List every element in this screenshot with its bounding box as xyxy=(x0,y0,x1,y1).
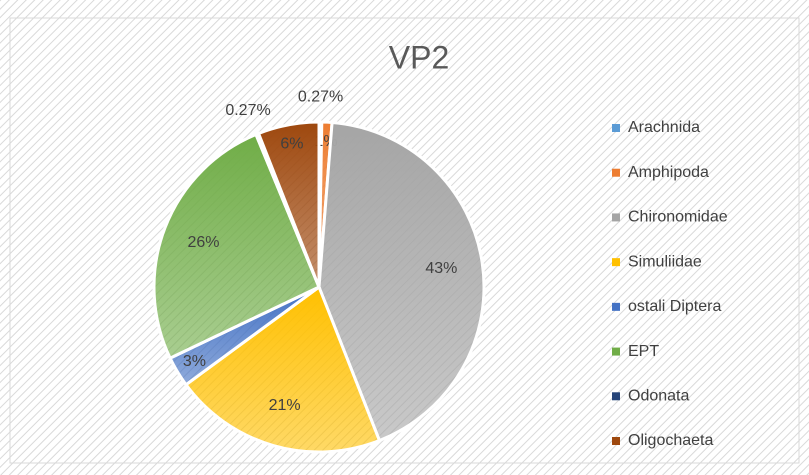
legend-label: Chironomidae xyxy=(628,209,728,226)
legend-marker xyxy=(612,392,620,401)
legend-marker xyxy=(612,168,620,177)
legend: Arachnida Amphipoda Chironomidae Simuliidae… xyxy=(612,119,728,449)
pie-slice xyxy=(183,284,382,454)
chart-title: VP2 xyxy=(389,39,449,75)
chart-frame xyxy=(9,17,800,464)
legend-label: Odonata xyxy=(628,388,689,405)
pie-slice xyxy=(317,120,486,443)
pie: 0.27%1%43%21%3%26%0.27%6% xyxy=(152,88,486,454)
legend-label: EPT xyxy=(628,343,659,360)
legend-label: Oligochaeta xyxy=(628,432,713,449)
legend-label: ostali Diptera xyxy=(628,298,721,315)
data-label: 3% xyxy=(183,353,206,370)
legend-marker xyxy=(612,347,620,356)
data-label: 26% xyxy=(187,234,219,251)
data-label: 0.27% xyxy=(298,88,343,105)
legend-label: Arachnida xyxy=(628,119,700,136)
legend-marker xyxy=(612,258,620,267)
pie-slice xyxy=(256,120,321,288)
legend-marker xyxy=(612,213,620,222)
legend-marker xyxy=(612,437,620,445)
legend-label: Simuliidae xyxy=(628,253,702,270)
legend-marker xyxy=(612,124,620,132)
data-label: 0.27% xyxy=(225,102,270,119)
data-label: 43% xyxy=(425,260,457,277)
data-label: 21% xyxy=(269,397,301,414)
legend-marker xyxy=(612,302,620,311)
data-label: 6% xyxy=(280,136,303,153)
legend-label: Amphipoda xyxy=(628,164,709,181)
